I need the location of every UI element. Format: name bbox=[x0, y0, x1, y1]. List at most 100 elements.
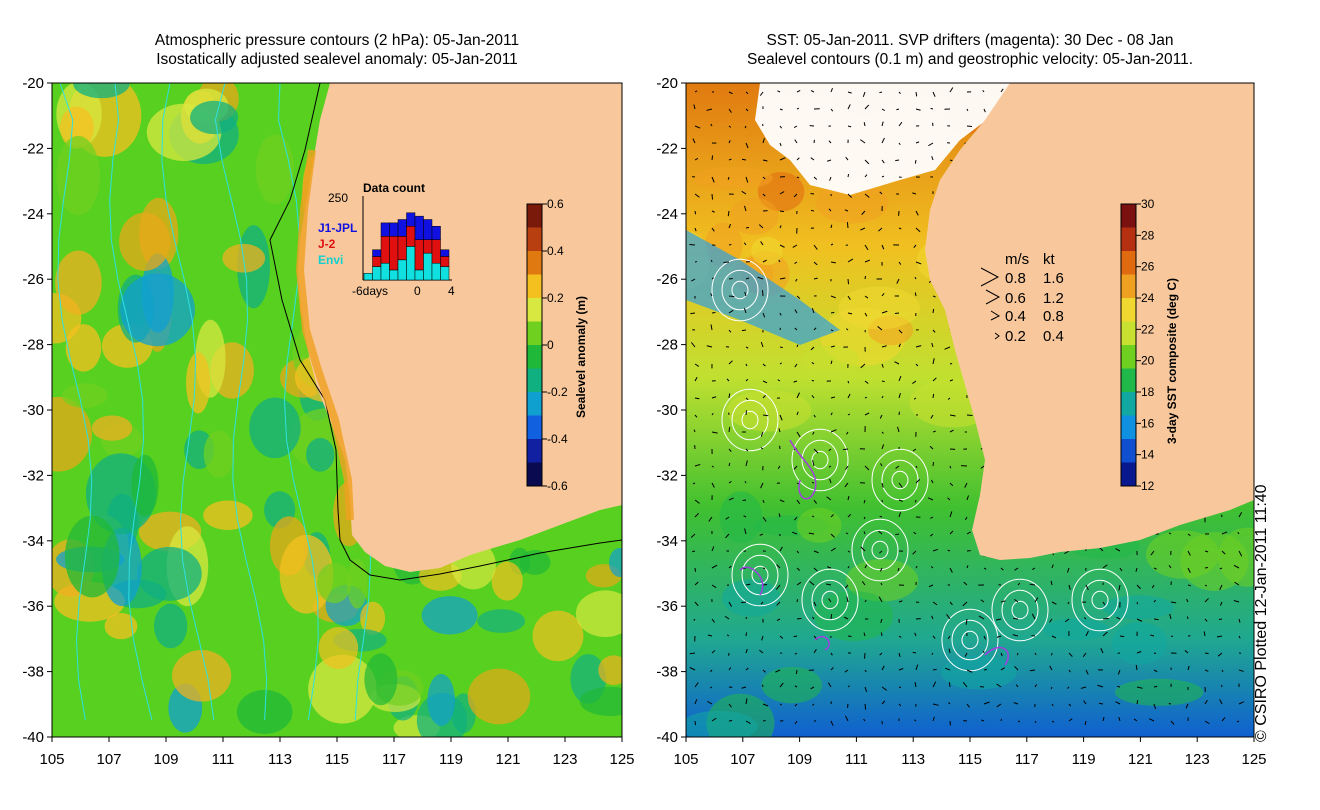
velocity-arrow bbox=[728, 158, 732, 161]
x-tick-label: 105 bbox=[673, 751, 698, 768]
sst-patch bbox=[1043, 618, 1109, 641]
velocity-arrow bbox=[1170, 720, 1175, 725]
velocity-arrow bbox=[690, 533, 696, 538]
velocity-arrow bbox=[1187, 550, 1191, 556]
velocity-arrow bbox=[793, 125, 798, 129]
velocity-arrow bbox=[1136, 601, 1139, 605]
velocity-arrow bbox=[846, 431, 849, 435]
velocity-arrow bbox=[745, 410, 748, 416]
right-colorbar-frame bbox=[1120, 203, 1137, 487]
velocity-arrow bbox=[778, 428, 781, 433]
velocity-arrow bbox=[880, 582, 883, 586]
eddy-contour bbox=[801, 439, 839, 481]
y-tick-label: -26 bbox=[22, 271, 44, 288]
colorbar-tick-label: 30 bbox=[1141, 197, 1155, 211]
velocity-arrow bbox=[810, 157, 815, 161]
colorbar-swatch bbox=[527, 251, 542, 275]
velocity-arrow bbox=[1014, 599, 1019, 603]
data-count-bar-j2 bbox=[380, 236, 390, 264]
velocity-arrow bbox=[725, 516, 730, 520]
velocity-arrow bbox=[694, 125, 701, 129]
right-map bbox=[686, 83, 1254, 737]
left-panel-title: Atmospheric pressure contours (2 hPa): 0… bbox=[52, 31, 622, 69]
velocity-arrow bbox=[829, 478, 832, 484]
x-tick-label: 123 bbox=[552, 751, 577, 768]
eddy-contour bbox=[861, 529, 899, 571]
velocity-arrow bbox=[1050, 686, 1053, 690]
velocity-arrow bbox=[966, 495, 969, 501]
velocity-arrow bbox=[983, 108, 986, 113]
velocity-arrow bbox=[864, 703, 867, 710]
velocity-arrow bbox=[813, 649, 817, 654]
colorbar-tick-label: 0.4 bbox=[547, 244, 564, 258]
velocity-arrow bbox=[694, 210, 697, 215]
velocity-arrow bbox=[844, 669, 849, 673]
velocity-arrow bbox=[965, 618, 968, 625]
y-tick-label: -36 bbox=[22, 598, 44, 615]
velocity-arrow bbox=[811, 395, 815, 399]
velocity-arrow bbox=[759, 533, 764, 536]
velocity-row-4-kt: 0.4 bbox=[1043, 328, 1064, 345]
velocity-arrow bbox=[864, 295, 869, 299]
x-tick-label: 109 bbox=[787, 751, 812, 768]
velocity-arrow bbox=[795, 278, 798, 282]
velocity-arrow bbox=[864, 104, 870, 110]
velocity-arrow bbox=[792, 244, 798, 248]
velocity-arrow bbox=[813, 499, 817, 504]
x-tick-label: 111 bbox=[845, 751, 868, 768]
velocity-arrow bbox=[1014, 665, 1019, 671]
velocity-arrow bbox=[1064, 550, 1070, 554]
velocity-arrow bbox=[707, 700, 713, 705]
velocity-arrow bbox=[830, 429, 837, 433]
velocity-arrow bbox=[779, 682, 784, 688]
velocity-arrow bbox=[894, 312, 900, 315]
velocity-arrow bbox=[745, 583, 751, 586]
velocity-arrow bbox=[830, 108, 834, 112]
data-count-bar-j2 bbox=[389, 236, 399, 271]
velocity-arrow bbox=[864, 174, 868, 178]
velocity-arrow bbox=[694, 567, 697, 572]
velocity-arrow bbox=[761, 635, 764, 641]
velocity-arrow bbox=[1051, 601, 1057, 605]
velocity-arrow bbox=[980, 719, 985, 722]
velocity-arrow bbox=[1029, 669, 1036, 672]
velocity-arrow bbox=[1051, 635, 1057, 639]
left-title-line1: Atmospheric pressure contours (2 hPa): 0… bbox=[154, 32, 520, 49]
velocity-arrow bbox=[828, 208, 832, 212]
velocity-arrow bbox=[810, 209, 815, 212]
velocity-arrow bbox=[745, 616, 748, 620]
velocity-arrow bbox=[830, 261, 836, 264]
velocity-arrow bbox=[863, 718, 866, 722]
velocity-arrow bbox=[1085, 669, 1089, 675]
anomaly-blob bbox=[104, 613, 138, 640]
velocity-arrow bbox=[779, 191, 785, 195]
velocity-arrow bbox=[932, 295, 936, 298]
colorbar-swatch bbox=[1121, 204, 1136, 228]
velocity-arrow bbox=[881, 310, 888, 314]
colorbar-tick-label: 12 bbox=[1141, 479, 1155, 493]
data-count-bar-j2 bbox=[423, 239, 433, 254]
velocity-arrow bbox=[711, 193, 714, 200]
velocity-arrow bbox=[757, 276, 764, 280]
velocity-arrow bbox=[762, 703, 769, 707]
velocity-arrow bbox=[932, 681, 937, 688]
velocity-arrow bbox=[762, 159, 768, 162]
velocity-arrow bbox=[863, 499, 866, 504]
velocity-arrow bbox=[1068, 584, 1071, 590]
velocity-arrow bbox=[745, 720, 751, 725]
velocity-arrow bbox=[931, 479, 934, 484]
data-count-bar-j1 bbox=[431, 225, 441, 240]
sst-patch bbox=[802, 345, 859, 373]
velocity-arrow bbox=[762, 193, 766, 197]
velocity-arrow bbox=[845, 715, 849, 722]
velocity-arrow bbox=[845, 328, 849, 331]
velocity-arrow bbox=[915, 479, 921, 484]
velocity-arrow bbox=[762, 684, 764, 688]
velocity-arrow bbox=[879, 191, 883, 195]
velocity-arrow bbox=[898, 227, 902, 230]
velocity-arrow bbox=[964, 652, 968, 657]
velocity-arrow bbox=[1097, 684, 1104, 688]
velocity-arrow bbox=[796, 499, 801, 505]
colorbar-tick-label: 28 bbox=[1141, 228, 1155, 242]
velocity-row-2-kt: 1.2 bbox=[1043, 290, 1064, 307]
